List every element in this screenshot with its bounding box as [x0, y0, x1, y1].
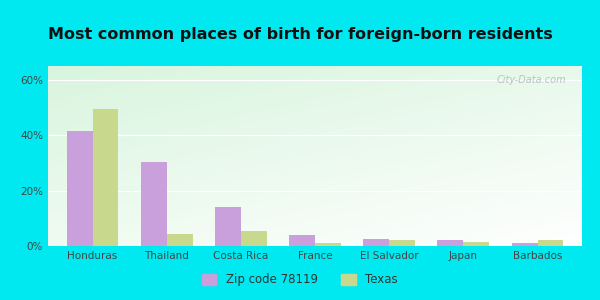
Bar — [289, 235, 315, 246]
Legend: Zip code 78119, Texas: Zip code 78119, Texas — [197, 269, 403, 291]
Bar — [538, 241, 563, 246]
Bar — [167, 233, 193, 246]
Bar — [215, 207, 241, 246]
Bar — [463, 242, 489, 246]
Bar — [512, 243, 538, 246]
Bar — [363, 239, 389, 246]
Bar — [241, 231, 267, 246]
Text: Most common places of birth for foreign-born residents: Most common places of birth for foreign-… — [47, 27, 553, 42]
Bar — [437, 241, 463, 246]
Text: City-Data.com: City-Data.com — [496, 75, 566, 85]
Bar — [92, 109, 118, 246]
Bar — [315, 243, 341, 246]
Bar — [389, 241, 415, 246]
Bar — [141, 161, 167, 246]
Bar — [67, 131, 92, 246]
